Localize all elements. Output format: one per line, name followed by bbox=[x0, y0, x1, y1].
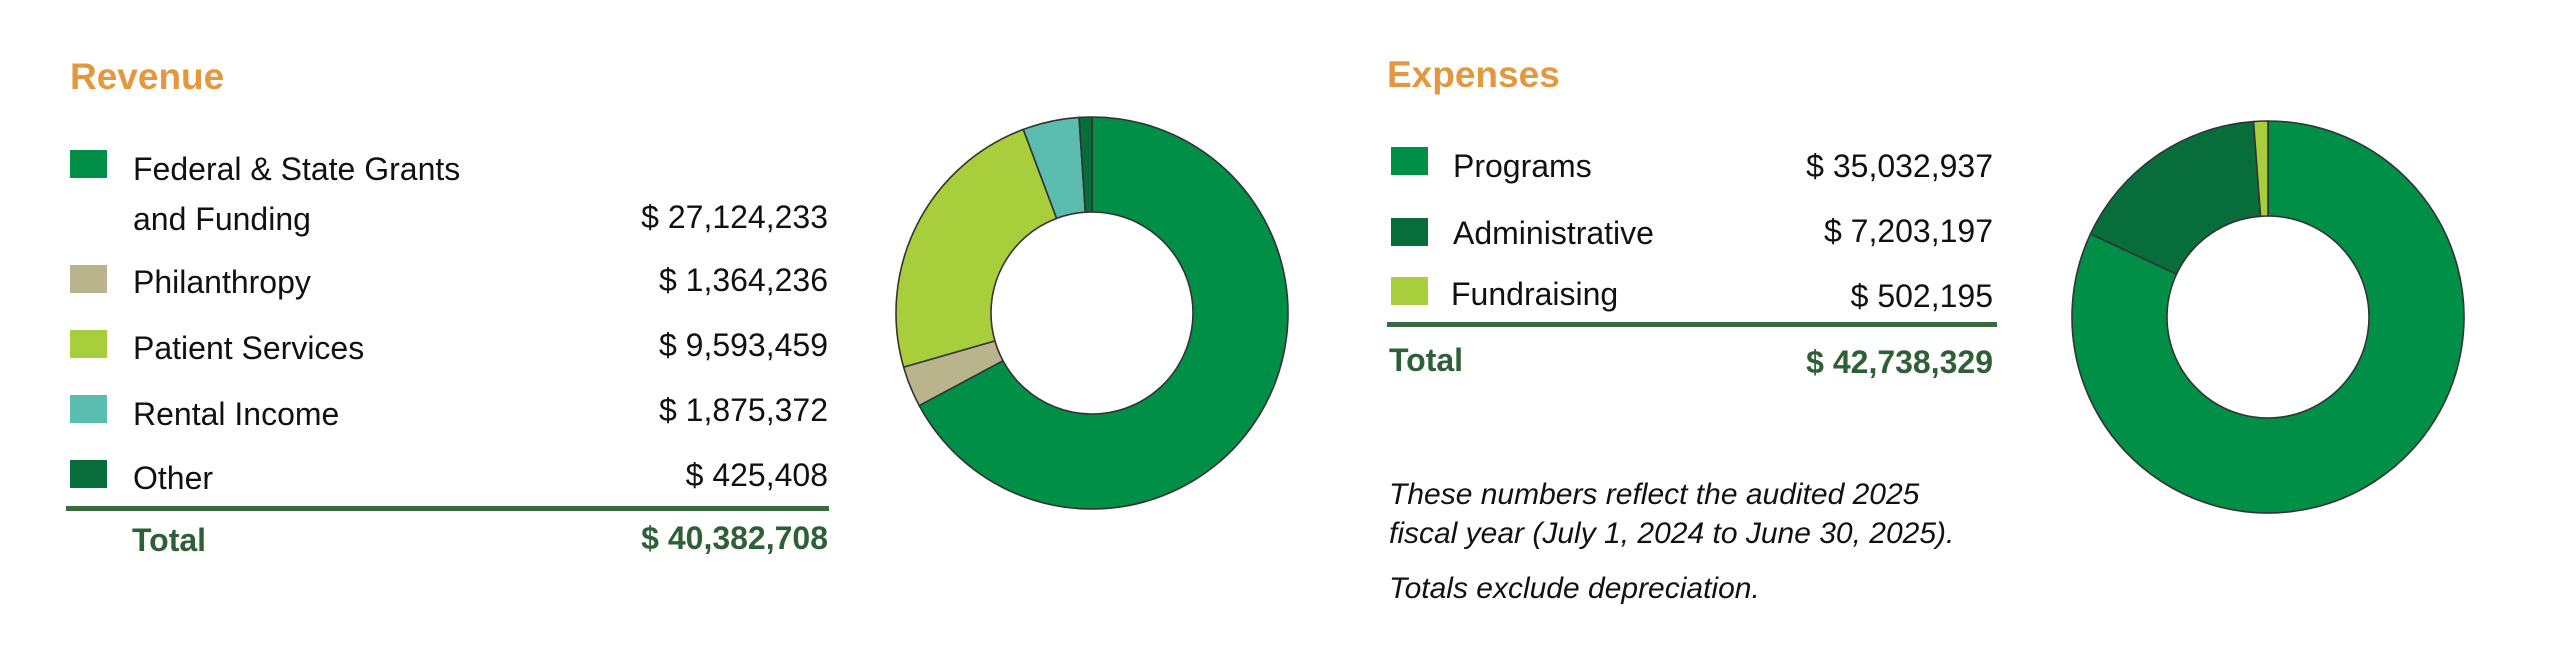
donut-slice-fundraising bbox=[2252, 120, 2269, 218]
donut-slice-federal-state-grants-and-funding bbox=[918, 116, 1289, 510]
donut-slice-programs bbox=[2071, 120, 2465, 514]
legend-swatch-federal-grants bbox=[70, 150, 107, 178]
revenue-total-value: $ 40,382,708 bbox=[641, 520, 828, 556]
legend-swatch-philanthropy bbox=[70, 265, 107, 293]
expenses-total-divider bbox=[1387, 322, 1997, 327]
donut-slice-other bbox=[1078, 116, 1093, 214]
legend-value-fundraising: $ 502,195 bbox=[1850, 278, 1993, 314]
legend-swatch-rental-income bbox=[70, 395, 107, 423]
footnote-audit-line2: fiscal year (July 1, 2024 to June 30, 20… bbox=[1389, 517, 1955, 550]
revenue-total-label: Total bbox=[132, 522, 207, 558]
legend-value-other: $ 425,408 bbox=[685, 457, 828, 493]
revenue-total-divider bbox=[66, 506, 829, 511]
legend-value-administrative: $ 7,203,197 bbox=[1823, 213, 1993, 249]
expenses-total-value: $ 42,738,329 bbox=[1806, 344, 1993, 380]
legend-label-other: Other bbox=[133, 460, 214, 496]
legend-label-administrative: Administrative bbox=[1453, 215, 1654, 251]
legend-label-philanthropy: Philanthropy bbox=[133, 264, 311, 300]
expenses-heading: Expenses bbox=[1387, 54, 1560, 95]
donut-slice-administrative bbox=[2089, 120, 2262, 275]
legend-value-rental-income: $ 1,875,372 bbox=[658, 392, 828, 428]
legend-swatch-programs bbox=[1391, 147, 1428, 175]
legend-label-fundraising: Fundraising bbox=[1451, 276, 1619, 312]
expenses-total-label: Total bbox=[1389, 342, 1464, 378]
legend-label-federal-grants-line2: and Funding bbox=[133, 201, 311, 237]
legend-label-federal-grants-line1: Federal & State Grants bbox=[133, 151, 461, 187]
legend-swatch-administrative bbox=[1391, 218, 1428, 246]
legend-value-philanthropy: $ 1,364,236 bbox=[658, 262, 828, 298]
legend-label-patient-services: Patient Services bbox=[133, 330, 365, 366]
revenue-heading: Revenue bbox=[70, 56, 225, 97]
legend-value-programs: $ 35,032,937 bbox=[1806, 148, 1993, 184]
legend-swatch-fundraising bbox=[1391, 277, 1428, 305]
legend-label-programs: Programs bbox=[1453, 148, 1592, 184]
legend-value-federal-grants: $ 27,124,233 bbox=[641, 199, 828, 235]
expenses-donut-chart bbox=[2071, 120, 2465, 514]
footnote-audit-line1: These numbers reflect the audited 2025 bbox=[1389, 478, 1920, 511]
legend-value-patient-services: $ 9,593,459 bbox=[658, 327, 828, 363]
revenue-donut-chart bbox=[895, 116, 1289, 510]
footnote-depreciation: Totals exclude depreciation. bbox=[1389, 572, 1760, 605]
donut-slice-patient-services bbox=[895, 128, 1058, 368]
legend-swatch-patient-services bbox=[70, 330, 107, 358]
legend-label-rental-income: Rental Income bbox=[133, 396, 340, 432]
legend-swatch-other bbox=[70, 460, 107, 488]
